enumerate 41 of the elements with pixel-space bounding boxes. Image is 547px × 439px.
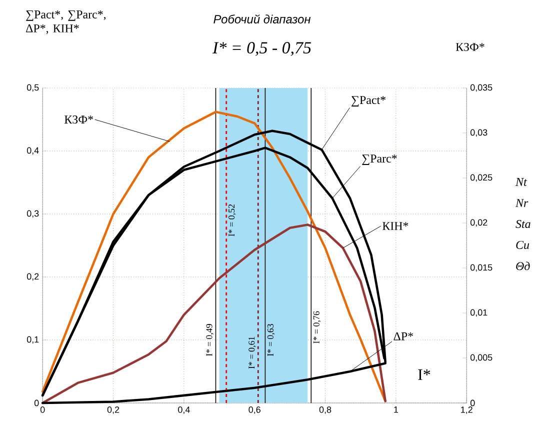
annotation: КІН* — [382, 222, 408, 230]
y2-tick-label: 0,01 — [470, 309, 488, 317]
ref-line-label: I* = 0,63 — [267, 324, 275, 356]
x-axis-title: I* — [418, 369, 430, 380]
y2-tick-label: 0,025 — [470, 174, 492, 182]
y2-tick-label: 0 — [470, 400, 475, 406]
annotation: ∑Pact* — [352, 96, 386, 106]
x-tick-label: 0,6 — [248, 406, 260, 414]
x-tick-label: 0,4 — [178, 406, 190, 414]
x-tick-label: 0 — [40, 406, 45, 413]
y-tick-label: 0,5 — [26, 84, 39, 92]
text: Nt — [515, 178, 528, 186]
y2-tick-label: 0,035 — [470, 84, 492, 92]
y2-tick-label: 0,015 — [470, 264, 492, 272]
y-axis-title: ∑Pact*, ∑Parc*, ΔP*, КІН* — [26, 10, 106, 34]
chart-title: Робочий діапазон — [214, 14, 311, 24]
annotation: ∑Parc* — [362, 154, 397, 165]
chart-subtitle: I* = 0,5 - 0,75 — [212, 42, 311, 56]
ref-line-label: I* = 0,52 — [228, 204, 236, 236]
text: Sta — [516, 220, 530, 228]
ref-line-label: I* = 0,49 — [206, 324, 214, 356]
text: Nr — [515, 199, 528, 207]
y2-tick-label: 0,02 — [470, 219, 488, 227]
y-tick-label: 0,3 — [26, 210, 39, 218]
y-tick-label: 0,2 — [26, 273, 39, 281]
ref-line-label: I* = 0,61 — [248, 336, 256, 369]
text: Θд — [516, 262, 530, 270]
annotation: ΔP* — [394, 332, 413, 340]
x-tick-label: 0,2 — [107, 406, 120, 414]
x-tick-label: 0,8 — [319, 406, 332, 414]
ref-line-label: I* = 0,76 — [313, 311, 321, 344]
x-tick-label: 1,2 — [461, 406, 472, 414]
y2-tick-label: 0,005 — [470, 354, 492, 362]
x-tick-label: 1 — [394, 406, 398, 413]
y2-axis-title: КЗФ* — [456, 42, 484, 51]
y-tick-label: 0,1 — [26, 336, 39, 344]
y2-tick-label: 0,03 — [470, 129, 488, 137]
y-tick-label: 0,4 — [26, 147, 39, 155]
text: Cu — [516, 240, 530, 250]
annotation: КЗФ* — [64, 116, 93, 124]
y-tick-label: 0 — [34, 400, 39, 406]
